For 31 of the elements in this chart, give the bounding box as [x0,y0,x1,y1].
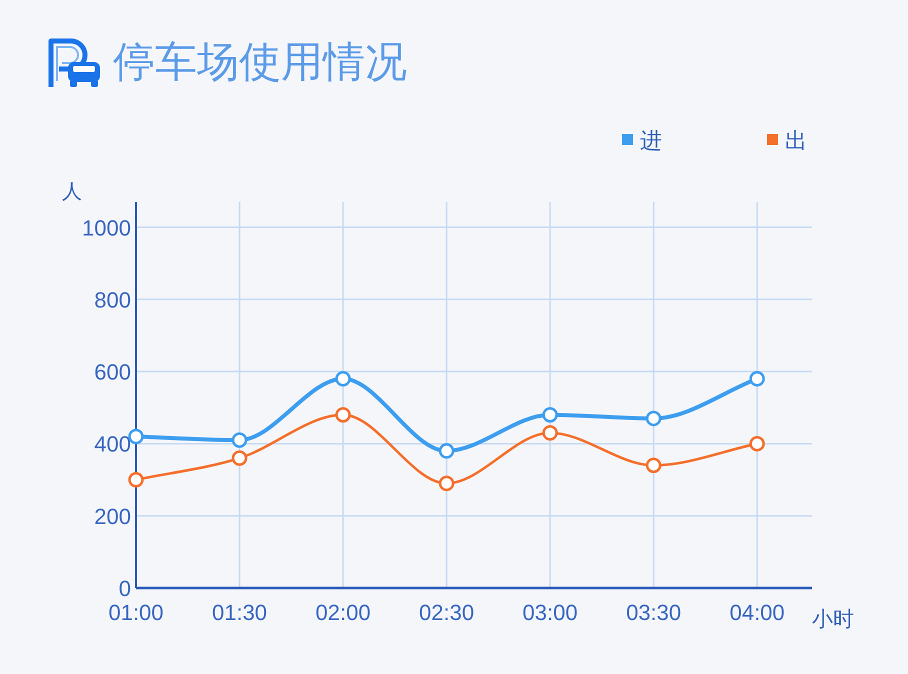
point [335,407,351,423]
y-tick-label: 400 [94,432,131,457]
x-axis-title: 小时 [812,608,854,631]
legend-label: 进 [640,128,662,153]
point [646,410,662,426]
y-tick-label: 600 [94,360,131,385]
point [438,443,454,459]
point [542,407,558,423]
legend-label: 出 [785,128,807,153]
y-tick-label: 200 [94,504,131,529]
point [749,436,765,452]
chart-title: 停车场使用情况 [113,38,407,85]
y-tick-label: 800 [94,287,131,312]
x-tick-label: 01:30 [212,600,268,625]
x-tick-label: 03:00 [522,600,578,625]
point [542,425,558,441]
point [438,476,454,492]
x-tick-label: 03:30 [626,600,682,625]
y-tick-label: 0 [118,576,131,601]
point [335,371,351,387]
point [232,432,248,448]
x-tick-label: 01:00 [108,600,164,625]
y-axis-title: 人 [62,181,82,203]
point [749,371,765,387]
point [646,458,662,474]
x-tick-label: 04:00 [730,600,785,625]
point [232,450,248,466]
x-tick-label: 02:30 [419,600,474,625]
point [128,472,144,488]
x-tick-label: 02:00 [316,600,371,625]
y-tick-label: 1000 [82,215,131,240]
